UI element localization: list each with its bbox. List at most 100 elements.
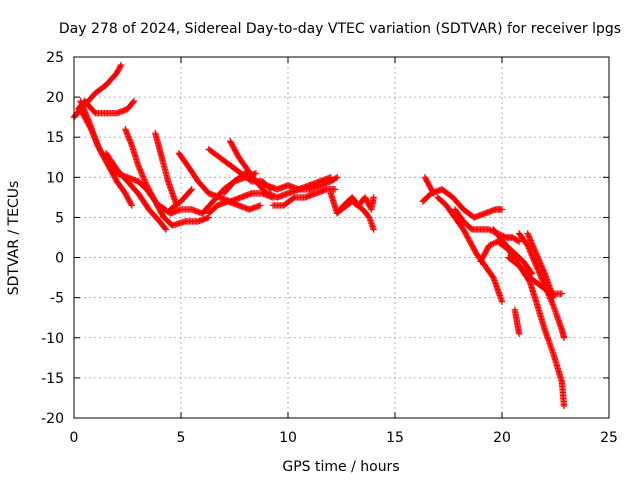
data-point	[515, 238, 523, 245]
data-point	[537, 260, 544, 267]
data-point	[141, 176, 148, 183]
axis-ticks: 0 5 10 15 20 25 -20 -15 -10 -5 0 5 10 15 20 25	[41, 50, 618, 446]
data-point	[85, 116, 92, 123]
y-axis-label: SDTVAR / TECUs	[6, 181, 22, 296]
data-point	[80, 105, 87, 112]
data-point	[527, 269, 535, 276]
data-point	[81, 107, 88, 115]
data-point	[538, 263, 545, 270]
data-point	[530, 244, 537, 252]
series-arc-07	[152, 130, 180, 209]
data-point	[529, 241, 536, 249]
data-point	[498, 298, 506, 305]
series-arc-27	[524, 230, 557, 301]
series-arc-21	[451, 206, 523, 245]
data-point	[136, 166, 144, 173]
data-points	[70, 61, 568, 410]
data-point	[332, 174, 340, 182]
y-tick-label: 20	[46, 90, 64, 106]
data-point	[539, 264, 546, 272]
data-point	[160, 214, 168, 221]
series-arc-23	[490, 226, 536, 277]
data-point	[550, 294, 557, 301]
data-point	[187, 187, 194, 194]
data-point	[82, 109, 89, 116]
data-point	[162, 226, 170, 233]
data-point	[140, 174, 147, 182]
data-point	[526, 236, 534, 243]
x-tick-label: 10	[279, 430, 297, 446]
data-point	[527, 237, 534, 244]
data-point	[128, 202, 135, 209]
data-point	[129, 99, 137, 106]
data-point	[77, 99, 85, 106]
series-arc-19	[419, 186, 506, 221]
plot-frame	[73, 56, 610, 419]
data-point	[531, 247, 539, 254]
series-arc-02	[75, 97, 138, 117]
data-point	[560, 402, 568, 410]
data-point	[137, 167, 144, 175]
data-point	[117, 63, 124, 70]
data-point	[535, 256, 542, 263]
series-arc-14	[205, 198, 264, 217]
data-point	[79, 102, 86, 109]
y-tick-label: 25	[46, 50, 64, 66]
data-point	[82, 110, 90, 118]
x-tick-label: 0	[70, 430, 79, 446]
y-tick-label: 10	[46, 170, 64, 186]
data-point	[540, 268, 548, 276]
data-point	[117, 61, 125, 69]
data-point	[136, 164, 143, 172]
data-point	[529, 243, 537, 250]
data-point	[528, 240, 536, 247]
data-point	[528, 238, 535, 246]
series-arc-24	[511, 306, 523, 337]
data-point	[525, 233, 533, 240]
data-point	[533, 251, 541, 259]
data-point	[370, 226, 377, 233]
data-point	[138, 170, 146, 178]
y-tick-label: -15	[41, 371, 64, 387]
data-point	[78, 100, 85, 108]
data-point	[540, 267, 547, 274]
series-arc-05	[102, 150, 170, 233]
data-point	[537, 261, 545, 269]
series-arc-13	[220, 170, 341, 197]
data-point	[141, 177, 149, 185]
data-point	[139, 173, 147, 180]
x-tick-label: 15	[386, 430, 404, 446]
data-point	[370, 194, 377, 201]
data-point	[515, 330, 523, 337]
data-point	[138, 169, 145, 176]
data-point	[534, 254, 542, 262]
data-point	[188, 186, 195, 193]
data-point	[490, 240, 497, 247]
data-point	[252, 170, 260, 177]
x-tick-label: 5	[177, 430, 186, 446]
data-point	[79, 103, 87, 111]
data-point	[534, 253, 541, 260]
series-arc-15	[269, 186, 339, 209]
data-point	[536, 258, 544, 266]
data-point	[558, 290, 566, 297]
data-point	[77, 97, 84, 105]
data-point	[532, 248, 539, 256]
data-point	[528, 270, 536, 277]
data-point	[526, 234, 533, 241]
y-tick-label: -20	[41, 411, 64, 427]
data-point	[485, 242, 493, 249]
y-tick-label: 15	[46, 130, 64, 146]
data-point	[331, 186, 339, 193]
y-tick-label: 5	[55, 210, 64, 226]
data-point	[548, 298, 555, 305]
y-tick-label: 0	[55, 251, 64, 267]
data-point	[161, 225, 169, 232]
data-point	[139, 172, 146, 179]
series-arc-09	[167, 186, 195, 213]
data-point	[531, 246, 538, 253]
data-point	[159, 212, 167, 220]
data-point	[549, 301, 556, 308]
x-tick-label: 25	[600, 430, 618, 446]
